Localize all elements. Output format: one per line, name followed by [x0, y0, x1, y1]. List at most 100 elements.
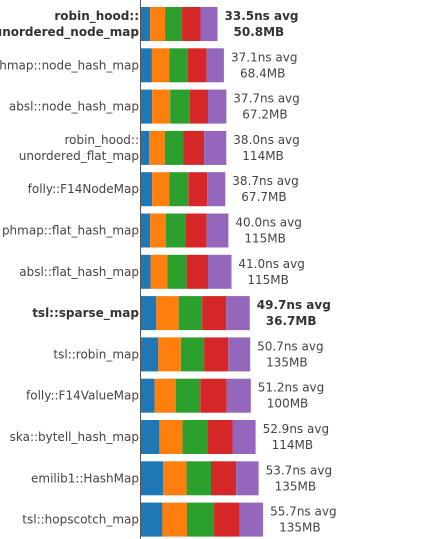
- bar-segment: [200, 378, 227, 413]
- bar-segment: [159, 420, 183, 454]
- bar-segment: [141, 89, 153, 124]
- bar-segment: [141, 130, 150, 165]
- avg-time-label: 41.0ns avg: [238, 257, 304, 271]
- bar-segment: [206, 213, 229, 248]
- bar-segment: [186, 254, 208, 289]
- bar-segment: [164, 130, 184, 165]
- bar-segment: [152, 172, 170, 207]
- category-label-line: folly::F14ValueMap: [26, 389, 139, 403]
- bar-segment: [206, 48, 224, 83]
- bar-segment: [180, 337, 205, 372]
- avg-time-label: 37.7ns avg: [233, 92, 299, 106]
- category-label-line: ska::bytell_hash_map: [10, 430, 139, 444]
- memory-label: 114MB: [242, 149, 283, 163]
- bar-segment: [208, 89, 227, 124]
- category-label-line: phmap::node_hash_map: [0, 58, 139, 72]
- avg-time-label: 33.5ns avg: [225, 9, 299, 23]
- memory-label: 114MB: [272, 438, 314, 452]
- avg-time-label: 38.0ns avg: [233, 133, 299, 147]
- bar-segment: [141, 461, 164, 496]
- category-label: tsl::hopscotch_map: [22, 513, 139, 527]
- category-label: folly::F14ValueMap: [26, 389, 139, 403]
- category-label-line: tsl::hopscotch_map: [22, 513, 139, 527]
- bar-segment: [188, 172, 208, 207]
- category-label: robin_hood:: unordered_flat_map: [19, 133, 139, 163]
- memory-label: 100MB: [267, 397, 309, 411]
- bar-segment: [141, 48, 152, 83]
- category-label-line: phmap::flat_hash_map: [2, 224, 139, 238]
- category-label-line: robin_hood::: [64, 133, 139, 147]
- category-label: ska::bytell_hash_map: [10, 430, 139, 444]
- bar-segment: [156, 296, 179, 331]
- memory-label: 67.7MB: [241, 190, 286, 204]
- bar-segment: [204, 337, 229, 372]
- category-label-line: unordered_flat_map: [19, 149, 139, 163]
- bar-segment: [211, 461, 237, 496]
- bar-segment: [183, 130, 205, 165]
- bar-segment: [185, 213, 207, 248]
- category-label: folly::F14NodeMap: [28, 182, 139, 196]
- bar-segment: [207, 420, 233, 454]
- bar-segment: [236, 461, 259, 496]
- bar-segment: [152, 89, 171, 124]
- bar-segment: [154, 378, 176, 413]
- category-label: phmap::node_hash_map: [0, 58, 139, 72]
- bar-segment: [187, 48, 207, 83]
- bar-segment: [182, 420, 208, 454]
- bar-segment: [186, 502, 215, 537]
- bar-segment: [202, 296, 227, 331]
- category-label: robin_hood:: unordered_node_map: [0, 9, 139, 40]
- bar-segment: [232, 420, 256, 454]
- bar-segment: [214, 502, 240, 537]
- bar-segment: [141, 213, 151, 248]
- avg-time-label: 52.9ns avg: [263, 422, 329, 436]
- bar-segment: [170, 89, 190, 124]
- category-label-line: unordered_node_map: [0, 25, 139, 40]
- avg-time-label: 50.7ns avg: [257, 339, 323, 353]
- bar-segment: [207, 172, 226, 207]
- avg-time-label: 53.7ns avg: [266, 463, 332, 477]
- bar-segment: [226, 296, 250, 331]
- memory-label: 135MB: [266, 355, 308, 369]
- avg-time-label: 40.0ns avg: [235, 216, 301, 230]
- memory-label: 115MB: [244, 232, 286, 246]
- memory-label: 67.2MB: [242, 108, 287, 122]
- bar-segment: [141, 502, 163, 537]
- category-label: emilib1::HashMap: [31, 471, 139, 485]
- memory-label: 68.4MB: [240, 66, 285, 80]
- avg-time-label: 49.7ns avg: [257, 298, 331, 312]
- memory-label: 50.8MB: [234, 25, 285, 39]
- bar-segment: [150, 213, 166, 248]
- bars-layer: robin_hood:: unordered_node_map 33.5ns avg…: [0, 7, 337, 537]
- bar-segment: [151, 48, 170, 83]
- avg-time-label: 38.7ns avg: [232, 174, 298, 188]
- memory-label: 135MB: [279, 521, 321, 535]
- bar-segment: [150, 7, 166, 41]
- bar-segment: [226, 378, 251, 413]
- bar-segment: [165, 213, 186, 248]
- bar-segment: [204, 130, 227, 165]
- category-label: tsl::robin_map: [53, 347, 139, 361]
- bar-segment: [228, 337, 251, 372]
- bar-segment: [141, 296, 157, 331]
- bar-segment: [176, 378, 201, 413]
- bar-segment: [163, 461, 187, 496]
- bar-segment: [178, 296, 203, 331]
- bar-segment: [182, 7, 201, 41]
- bar-segment: [158, 337, 181, 372]
- bar-segment: [189, 89, 208, 124]
- memory-label: 115MB: [247, 273, 289, 287]
- bar-segment: [149, 130, 165, 165]
- avg-time-label: 55.7ns avg: [270, 505, 336, 519]
- bar-segment: [162, 502, 187, 537]
- bar-segment: [141, 7, 151, 41]
